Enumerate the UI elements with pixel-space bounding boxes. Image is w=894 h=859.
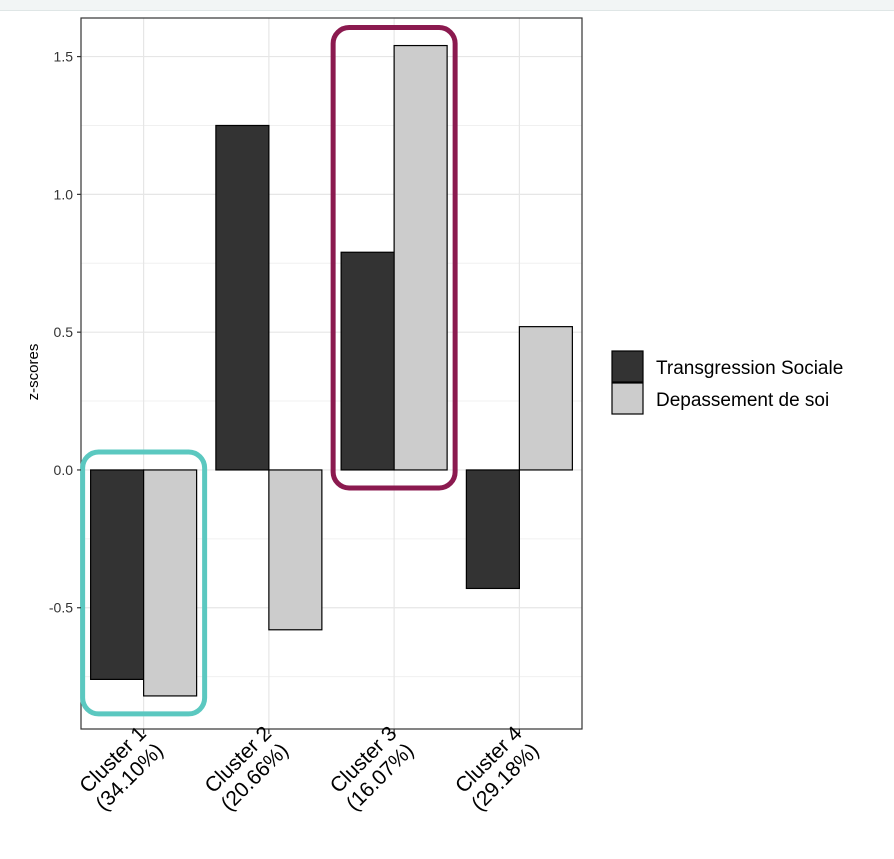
highlight-boxes — [80, 25, 458, 717]
bar-depassement-de-soi-cluster-4 — [518, 326, 573, 471]
x-tick-label-cluster-2: Cluster 2(20.66%) — [200, 722, 293, 815]
highlight-box-cluster-1 — [80, 449, 208, 717]
x-tick-label-text: Cluster 4(29.18%) — [450, 722, 544, 816]
x-tick-label-text: Cluster 1(34.10%) — [74, 722, 167, 815]
bar-depassement-de-soi-cluster-1 — [143, 469, 198, 697]
legend: Transgression Sociale Depassement de soi — [611, 350, 843, 415]
y-tick-label: 0.5 — [54, 324, 74, 340]
bar-transgression-sociale-cluster-1 — [90, 469, 145, 680]
x-tick-label-text: Cluster 3(16.07%) — [325, 722, 418, 815]
y-tick-label: -0.5 — [49, 600, 73, 616]
x-tick-label-text: Cluster 2(20.66%) — [200, 722, 293, 815]
legend-key-depassement-de-soi — [611, 382, 644, 415]
legend-label-transgression-sociale: Transgression Sociale — [656, 358, 843, 379]
window-top-strip — [0, 0, 894, 11]
y-axis-title: z-scores — [25, 344, 42, 401]
bar-depassement-de-soi-cluster-3 — [393, 44, 448, 471]
bar-transgression-sociale-cluster-4 — [465, 469, 520, 590]
y-tick-label: 0.0 — [54, 462, 74, 478]
bars — [90, 44, 573, 697]
y-axis: -0.5 0.0 0.5 1.0 1.5 — [49, 49, 81, 616]
plot-panel-border — [80, 17, 583, 730]
x-tick-label-cluster-3: Cluster 3(16.07%) — [325, 722, 419, 815]
y-tick-label: 1.5 — [54, 49, 74, 65]
x-tick-label-cluster-1: Cluster 1(34.10%) — [74, 722, 168, 815]
y-tick-label: 1.0 — [54, 186, 74, 202]
legend-key-transgression-sociale — [611, 350, 644, 383]
x-tick-label-cluster-4: Cluster 4(29.18%) — [450, 722, 544, 816]
x-axis: Cluster 1(34.10%) Cluster 2(20.66%) Cluste… — [74, 722, 544, 816]
highlight-box-cluster-3 — [330, 25, 458, 491]
legend-label-depassement-de-soi: Depassement de soi — [656, 390, 829, 411]
bar-transgression-sociale-cluster-3 — [340, 251, 395, 471]
bar-transgression-sociale-cluster-2 — [215, 124, 270, 471]
bar-depassement-de-soi-cluster-2 — [268, 469, 323, 631]
